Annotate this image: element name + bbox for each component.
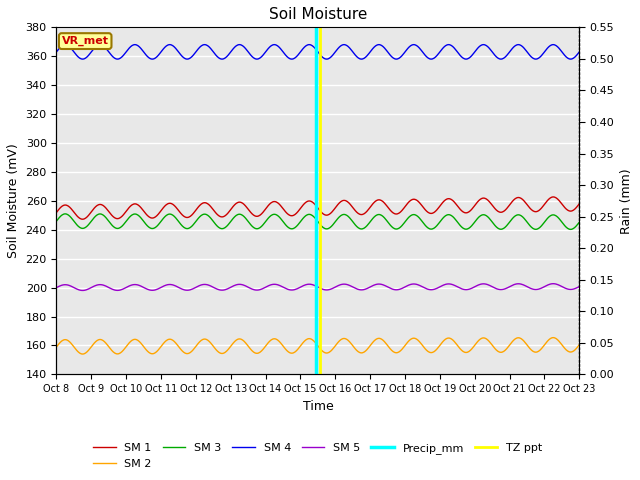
X-axis label: Time: Time — [303, 400, 333, 413]
Y-axis label: Soil Moisture (mV): Soil Moisture (mV) — [7, 144, 20, 258]
Text: VR_met: VR_met — [61, 36, 109, 46]
Y-axis label: Rain (mm): Rain (mm) — [620, 168, 633, 234]
Legend: SM 1, SM 2, SM 3, SM 4, SM 5, Precip_mm, TZ ppt: SM 1, SM 2, SM 3, SM 4, SM 5, Precip_mm,… — [89, 439, 547, 473]
Title: Soil Moisture: Soil Moisture — [269, 7, 367, 22]
